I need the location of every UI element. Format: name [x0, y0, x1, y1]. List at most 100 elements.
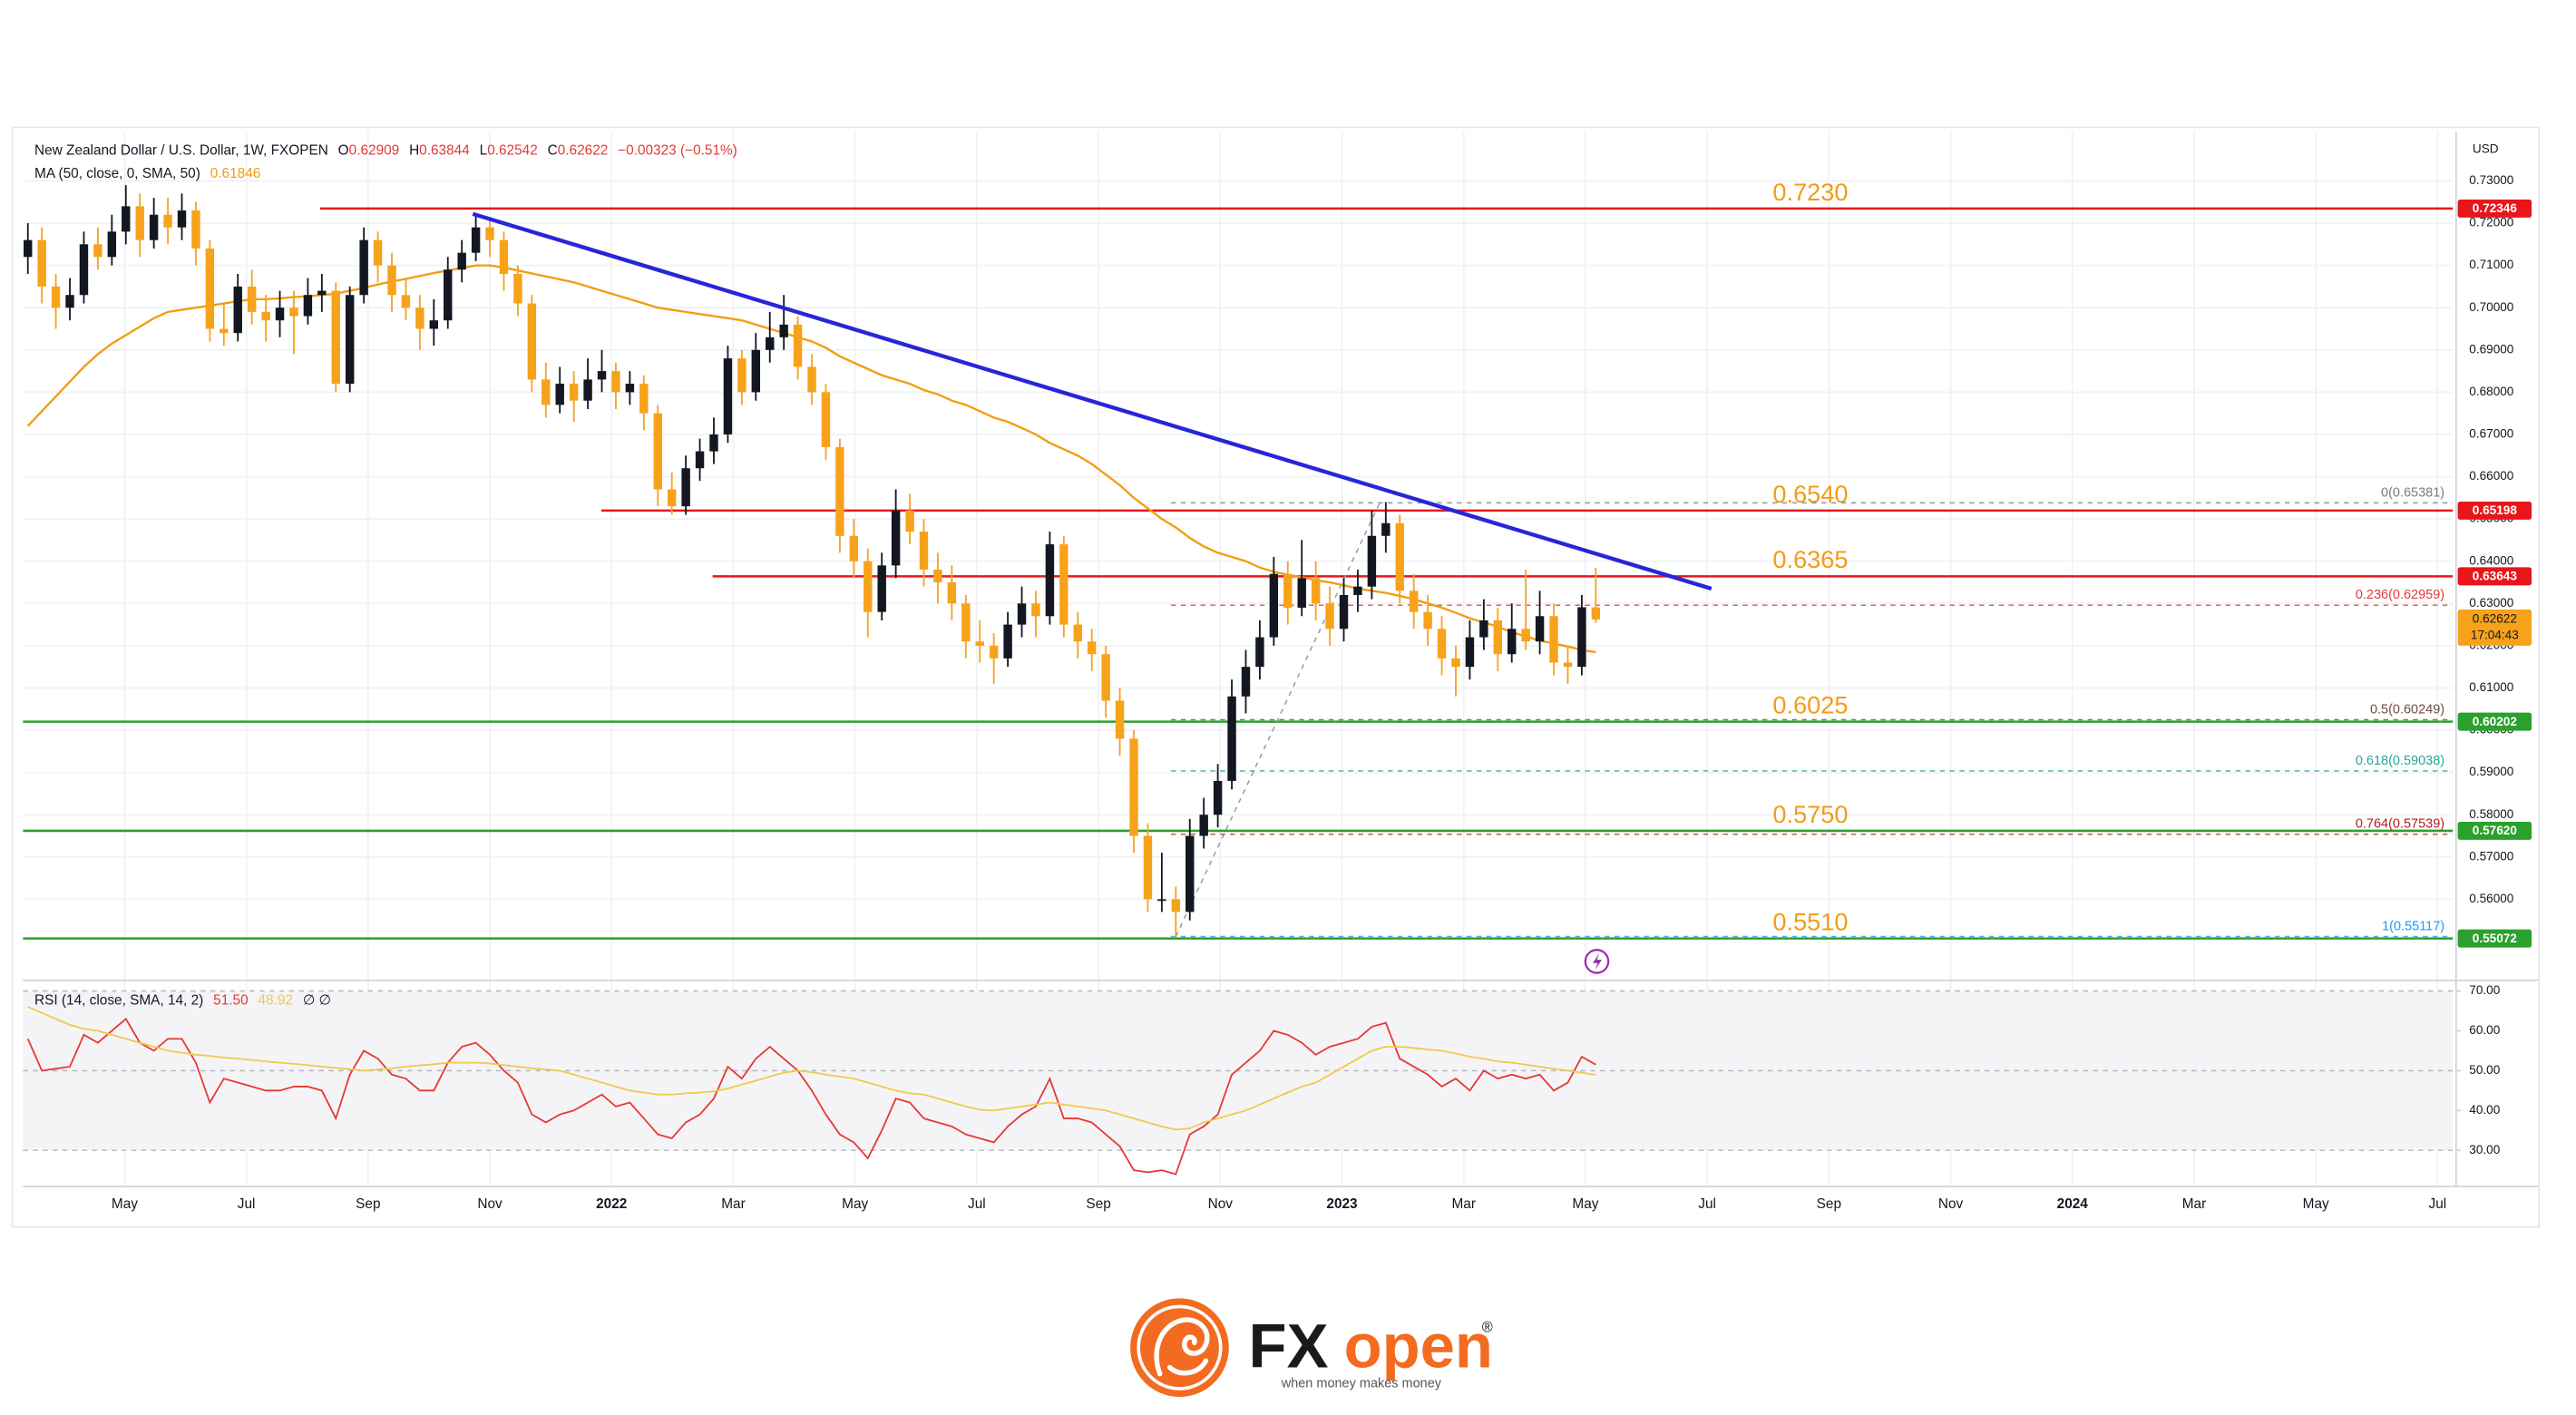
candle-body — [723, 358, 733, 434]
fib-diagonal — [1175, 503, 1381, 937]
fib-label: 0.236(0.62959) — [2356, 588, 2444, 602]
candle-body — [1549, 616, 1558, 663]
candle-body — [1269, 573, 1279, 638]
candle-body — [1031, 603, 1040, 617]
candle-body — [485, 227, 494, 240]
quote-value: 0.62542 — [487, 143, 538, 159]
current-price-label: 0.62622 — [2473, 612, 2517, 626]
candle-body — [149, 214, 159, 240]
x-tick-label: Mar — [1451, 1196, 1475, 1212]
candle-body — [107, 231, 117, 258]
y-tick-label: 0.70000 — [2469, 300, 2514, 314]
candle-body — [653, 413, 662, 490]
x-tick-label: May — [2303, 1196, 2329, 1212]
x-tick-label: Mar — [2182, 1196, 2206, 1212]
price-tag — [2457, 567, 2532, 586]
level-name: 0.6540 — [1772, 480, 1848, 508]
candle-body — [1508, 629, 1517, 655]
x-tick-label: 2023 — [1326, 1196, 1357, 1212]
x-tick-label: 2024 — [2057, 1196, 2089, 1212]
logo: FX open ® when money makes money — [1130, 1298, 1493, 1398]
candle-body — [1535, 616, 1545, 642]
x-tick-label: Jul — [2429, 1196, 2447, 1212]
price-tag-label: 0.55072 — [2473, 932, 2518, 945]
price-tag — [2457, 199, 2532, 218]
candle-body — [317, 290, 327, 296]
x-tick-label: Jul — [238, 1196, 256, 1212]
candle-body — [1186, 835, 1195, 912]
candle-body — [37, 239, 46, 287]
price-tag — [2457, 501, 2532, 520]
symbol-title: New Zealand Dollar / U.S. Dollar, 1W, FX… — [34, 143, 328, 159]
candle-body — [289, 307, 298, 317]
candle-body — [331, 290, 340, 385]
candle-body — [387, 265, 396, 296]
candle-body — [444, 269, 453, 321]
candle-body — [1157, 899, 1166, 902]
candle-body — [1479, 620, 1488, 638]
candle-body — [65, 295, 74, 308]
candle-body — [793, 324, 803, 367]
candle-body — [1241, 667, 1251, 697]
event-bolt — [1592, 952, 1602, 970]
candle-body — [1129, 738, 1138, 836]
candle-body — [1255, 637, 1264, 668]
candle-body — [163, 214, 172, 228]
candle-body — [891, 510, 901, 566]
candle-body — [429, 320, 439, 329]
candle-body — [1199, 815, 1208, 836]
rsi-tick-label: 70.00 — [2469, 983, 2500, 997]
candle-body — [1353, 586, 1362, 595]
candle-body — [1171, 899, 1181, 912]
candle-body — [122, 206, 131, 232]
candle-body — [1437, 629, 1447, 659]
candle-body — [933, 570, 942, 583]
y-tick-label: 0.73000 — [2469, 173, 2514, 187]
candle-body — [1045, 544, 1055, 617]
x-tick-label: Sep — [356, 1196, 380, 1212]
quote-value: 0.62622 — [558, 143, 609, 159]
rsi-tick-label: 50.00 — [2469, 1063, 2500, 1077]
candle-body — [1059, 544, 1068, 625]
candle-body — [1395, 522, 1404, 591]
candle-body — [527, 303, 537, 380]
candle-body — [1283, 573, 1293, 608]
candle-body — [807, 366, 816, 393]
candle-body — [905, 510, 914, 532]
candle-body — [625, 384, 635, 393]
quote-key: H — [409, 143, 419, 159]
candle-body — [513, 273, 522, 304]
candle-body — [695, 451, 705, 469]
candle-body — [1577, 607, 1586, 668]
x-tick-label: May — [1572, 1196, 1598, 1212]
price-tag-label: 0.57620 — [2473, 824, 2517, 837]
current-price-tag — [2457, 610, 2532, 646]
rsi-tick-label: 60.00 — [2469, 1023, 2500, 1037]
x-tick-label: Nov — [1938, 1196, 1964, 1212]
price-tag — [2457, 712, 2532, 731]
candle-body — [1227, 696, 1236, 781]
candle-body — [1297, 578, 1306, 608]
y-tick-label: 0.68000 — [2469, 385, 2514, 398]
y-tick-label: 0.64000 — [2469, 553, 2514, 567]
candle-body — [261, 311, 270, 321]
logo-registered: ® — [1482, 1319, 1493, 1335]
rsi-value: 48.92 — [258, 992, 292, 1008]
candle-body — [303, 295, 313, 317]
y-tick-label: 0.59000 — [2469, 765, 2514, 778]
y-tick-label: 0.63000 — [2469, 596, 2514, 610]
candle-body — [1143, 835, 1153, 900]
candle-body — [345, 295, 355, 385]
price-tag-label: 0.65198 — [2473, 503, 2518, 517]
quote-value: 0.62909 — [349, 143, 400, 159]
candle-body — [1087, 641, 1097, 655]
candle-body — [737, 358, 746, 393]
candle-body — [1465, 637, 1475, 668]
y-tick-label: 0.67000 — [2469, 427, 2514, 441]
rsi-header: RSI (14, close, SMA, 14, 2) 51.50 48.92 ∅ ∅ — [34, 992, 331, 1008]
candle-body — [709, 434, 718, 452]
ma-value: 0.61846 — [210, 166, 261, 181]
y-tick-label: 0.66000 — [2469, 469, 2514, 483]
y-tick-label: 0.71000 — [2469, 258, 2514, 271]
